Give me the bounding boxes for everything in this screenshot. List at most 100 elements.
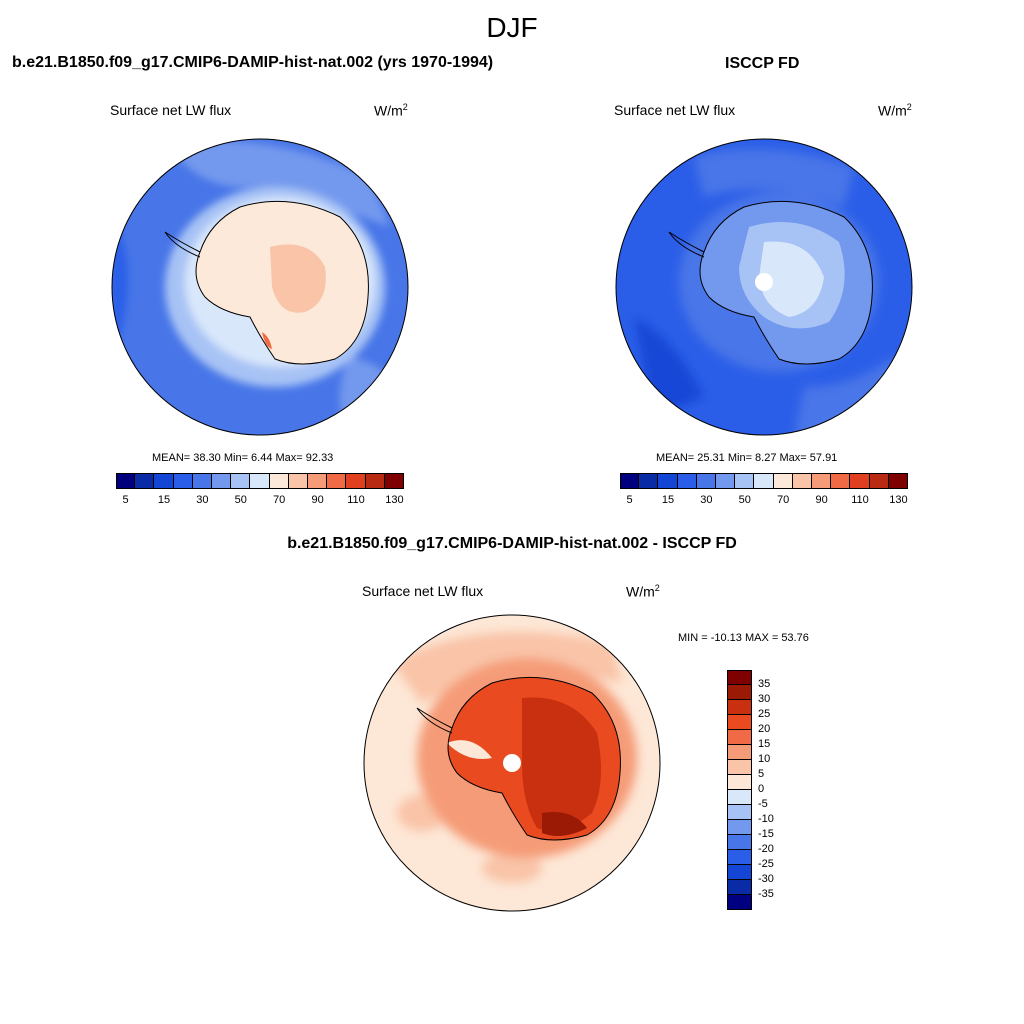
colorbar-tick-label: 5: [122, 494, 129, 506]
model-stats: MEAN= 38.30 Min= 6.44 Max= 92.33: [152, 452, 334, 464]
colorbar-box: [727, 850, 752, 865]
colorbar-box: [727, 880, 752, 895]
colorbar-box: [727, 790, 752, 805]
colorbar-tick-label: 90: [815, 494, 828, 506]
colorbar-tick-label: 30: [700, 494, 713, 506]
colorbar-box: [135, 473, 155, 489]
colorbar-box: [727, 895, 752, 910]
colorbar-tick-label: -35: [758, 888, 774, 900]
model-colorbar: [116, 473, 404, 489]
colorbar-box: [869, 473, 889, 489]
colorbar-box: [308, 473, 328, 489]
colorbar-box: [116, 473, 136, 489]
colorbar-tick-label: 30: [758, 693, 771, 705]
diff-variable-label: Surface net LW flux: [362, 583, 484, 599]
diff-coastline: [416, 676, 621, 841]
colorbar-tick-label: 50: [738, 494, 751, 506]
colorbar-box: [677, 473, 697, 489]
colorbar-box: [384, 473, 404, 489]
colorbar-box: [831, 473, 851, 489]
colorbar-tick-label: -5: [758, 798, 768, 810]
colorbar-tick-label: 70: [273, 494, 286, 506]
colorbar-tick-label: -15: [758, 828, 774, 840]
model-coastline: [164, 200, 369, 365]
colorbar-box: [365, 473, 385, 489]
obs-colorbar-labels: 5 15 30 50 70 90 110 130: [620, 494, 908, 508]
colorbar-box: [727, 820, 752, 835]
colorbar-box: [727, 730, 752, 745]
obs-map: [615, 138, 913, 436]
obs-units-label: W/m2: [878, 102, 912, 119]
colorbar-tick-label: 110: [851, 494, 869, 506]
colorbar-tick-label: 110: [347, 494, 365, 506]
colorbar-box: [727, 805, 752, 820]
colorbar-box: [231, 473, 251, 489]
colorbar-box: [154, 473, 174, 489]
model-colorbar-labels: 5 15 30 50 70 90 110 130: [116, 494, 404, 508]
colorbar-box: [754, 473, 774, 489]
colorbar-box: [173, 473, 193, 489]
obs-coastline: [668, 200, 873, 365]
colorbar-box: [639, 473, 659, 489]
colorbar-tick-label: -25: [758, 858, 774, 870]
colorbar-tick-label: 0: [758, 783, 765, 795]
colorbar-box: [727, 835, 752, 850]
colorbar-tick-label: 35: [758, 678, 771, 690]
colorbar-tick-label: 5: [626, 494, 633, 506]
colorbar-box: [696, 473, 716, 489]
diff-units-label: W/m2: [626, 583, 660, 600]
diff-map: [363, 614, 661, 912]
colorbar-tick-label: 25: [758, 708, 771, 720]
colorbar-tick-label: 5: [758, 768, 765, 780]
model-variable-label: Surface net LW flux: [110, 102, 232, 118]
colorbar-box: [727, 700, 752, 715]
model-panel-title: b.e21.B1850.f09_g17.CMIP6-DAMIP-hist-nat…: [12, 54, 494, 71]
colorbar-box: [327, 473, 347, 489]
colorbar-tick-label: 10: [758, 753, 771, 765]
colorbar-box: [812, 473, 832, 489]
colorbar-box: [727, 745, 752, 760]
obs-colorbar: [620, 473, 908, 489]
colorbar-box: [250, 473, 270, 489]
diff-panel-title: b.e21.B1850.f09_g17.CMIP6-DAMIP-hist-nat…: [287, 535, 737, 552]
colorbar-box: [888, 473, 908, 489]
colorbar-box: [212, 473, 232, 489]
diff-colorbar: [727, 670, 752, 910]
colorbar-box: [727, 715, 752, 730]
colorbar-tick-label: 15: [758, 738, 771, 750]
obs-panel-title: ISCCP FD: [725, 55, 800, 72]
season-title: DJF: [486, 12, 538, 43]
colorbar-box: [269, 473, 289, 489]
colorbar-box: [727, 775, 752, 790]
colorbar-tick-label: 90: [311, 494, 324, 506]
colorbar-tick-label: 20: [758, 723, 771, 735]
model-map: [111, 138, 409, 436]
colorbar-box: [735, 473, 755, 489]
colorbar-tick-label: 130: [385, 494, 404, 506]
colorbar-box: [773, 473, 793, 489]
colorbar-box: [850, 473, 870, 489]
colorbar-box: [727, 760, 752, 775]
colorbar-box: [716, 473, 736, 489]
colorbar-tick-label: 50: [234, 494, 247, 506]
colorbar-box: [346, 473, 366, 489]
model-units-label: W/m2: [374, 102, 408, 119]
colorbar-tick-label: 15: [157, 494, 171, 506]
colorbar-tick-label: 70: [777, 494, 790, 506]
colorbar-box: [658, 473, 678, 489]
colorbar-tick-label: -10: [758, 813, 774, 825]
obs-variable-label: Surface net LW flux: [614, 102, 736, 118]
colorbar-box: [727, 670, 752, 685]
colorbar-box: [727, 685, 752, 700]
colorbar-tick-label: -30: [758, 873, 774, 885]
colorbar-tick-label: -20: [758, 843, 774, 855]
colorbar-box: [727, 865, 752, 880]
diff-colorbar-labels: 35 30 25 20 15 10 5 0 -5 -10 -15 -20 -25 -30 -35: [758, 670, 798, 910]
colorbar-tick-label: 15: [661, 494, 675, 506]
colorbar-tick-label: 130: [889, 494, 908, 506]
colorbar-tick-label: 30: [196, 494, 209, 506]
colorbar-box: [288, 473, 308, 489]
colorbar-box: [192, 473, 212, 489]
obs-stats: MEAN= 25.31 Min= 8.27 Max= 57.91: [656, 452, 838, 464]
colorbar-box: [792, 473, 812, 489]
